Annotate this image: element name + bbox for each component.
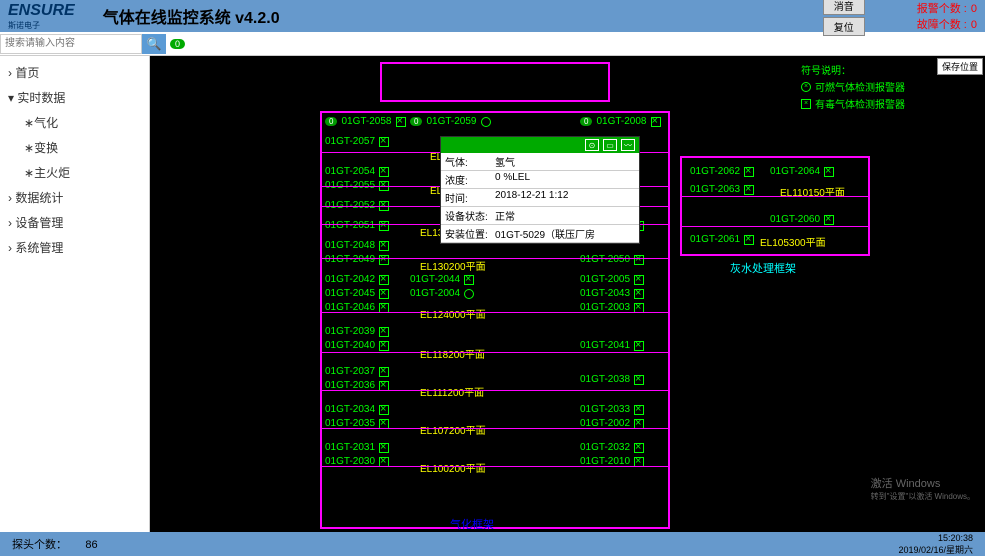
sensor-01GT-2063[interactable]: 01GT-2063	[690, 184, 754, 195]
save-position-button[interactable]: 保存位置	[937, 58, 983, 75]
level-label: EL118200平面	[420, 346, 485, 361]
divider	[320, 466, 670, 467]
windows-watermark: 激活 Windows 转到"设置"以激活 Windows。	[871, 475, 975, 502]
sensor-01GT-2040[interactable]: 01GT-2040	[325, 340, 389, 351]
sensor-01GT-2051[interactable]: 01GT-2051	[325, 220, 389, 231]
tooltip-row: 时间:2018-12-21 1:12	[441, 189, 639, 207]
sensor-01GT-2041[interactable]: 01GT-2041	[580, 340, 644, 351]
search-icon[interactable]: 🔍	[142, 34, 166, 54]
alarm-count: 0	[971, 3, 977, 15]
tooltip-btn3-icon[interactable]: 〰	[621, 139, 635, 151]
logo: ENSURE	[8, 2, 75, 20]
legend-title: 符号说明：	[801, 62, 905, 77]
nav-系统管理[interactable]: 系统管理	[0, 235, 149, 260]
sensor-01GT-2039[interactable]: 01GT-2039	[325, 326, 389, 337]
sensor-01GT-2054[interactable]: 01GT-2054	[325, 166, 389, 177]
sensor-01GT-2062[interactable]: 01GT-2062	[690, 166, 754, 177]
sensor-01GT-2060[interactable]: 01GT-2060	[770, 214, 834, 225]
clock-date: 2019/02/16/星期六	[898, 543, 973, 556]
sensor-01GT-2044[interactable]: 01GT-2044	[410, 274, 474, 285]
nav-设备管理[interactable]: 设备管理	[0, 210, 149, 235]
divider	[320, 258, 670, 259]
main-frame-label: 气化框架	[450, 516, 494, 532]
sensor-01GT-2058[interactable]: 001GT-2058	[325, 116, 406, 127]
nav-首页[interactable]: 首页	[0, 60, 149, 85]
sensor-01GT-2043[interactable]: 01GT-2043	[580, 288, 644, 299]
level-label: EL124000平面	[420, 306, 486, 321]
canvas: 保存位置 符号说明： ×可燃气体检测报警器 ×有毒气体检测报警器 气化框架 灰水…	[150, 56, 985, 532]
tooltip-row: 安装位置:01GT-5029（联压厂房	[441, 225, 639, 243]
tooltip-row: 浓度:0 %LEL	[441, 171, 639, 189]
legend: 符号说明： ×可燃气体检测报警器 ×有毒气体检测报警器	[801, 62, 905, 111]
level-label: EL105300平面	[760, 234, 826, 249]
reset-button[interactable]: 复位	[823, 17, 865, 36]
sensor-01GT-2050[interactable]: 01GT-2050	[580, 254, 644, 265]
level-label: EL100200平面	[420, 460, 486, 475]
level-label: EL111200平面	[420, 384, 484, 399]
sidebar: 首页实时数据气化变换主火炬数据统计设备管理系统管理	[0, 56, 150, 532]
sensor-01GT-2042[interactable]: 01GT-2042	[325, 274, 389, 285]
nav-数据统计[interactable]: 数据统计	[0, 185, 149, 210]
level-label: EL107200平面	[420, 422, 486, 437]
nav-气化[interactable]: 气化	[0, 110, 149, 135]
fault-label: 故障个数 :	[917, 19, 967, 31]
tooltip-btn2-icon[interactable]: ▭	[603, 139, 617, 151]
divider	[320, 428, 670, 429]
tooltip-btn1-icon[interactable]: ⊙	[585, 139, 599, 151]
sensor-01GT-2034[interactable]: 01GT-2034	[325, 404, 389, 415]
level-label: EL130200平面	[420, 258, 486, 273]
app-title: 气体在线监控系统 v4.2.0	[103, 4, 815, 28]
sensor-01GT-2032[interactable]: 01GT-2032	[580, 442, 644, 453]
divider	[320, 390, 670, 391]
sensor-01GT-2057[interactable]: 01GT-2057	[325, 136, 389, 147]
divider	[680, 196, 870, 197]
sensor-01GT-2064[interactable]: 01GT-2064	[770, 166, 834, 177]
alarm-label: 报警个数 :	[917, 3, 967, 15]
search-badge: 0	[170, 39, 185, 49]
sensor-01GT-2031[interactable]: 01GT-2031	[325, 442, 389, 453]
logo-sub: 斯诺电子	[8, 20, 75, 31]
divider	[320, 352, 670, 353]
fault-count: 0	[971, 19, 977, 31]
clock-time: 15:20:38	[898, 533, 973, 543]
nav-实时数据[interactable]: 实时数据	[0, 85, 149, 110]
side-frame-label: 灰水处理框架	[730, 260, 796, 276]
probe-count: 86	[85, 539, 97, 551]
tooltip-row: 设备状态:正常	[441, 207, 639, 225]
sensor-01GT-2049[interactable]: 01GT-2049	[325, 254, 389, 265]
tooltip-row: 气体:氢气	[441, 153, 639, 171]
sensor-01GT-2004[interactable]: 01GT-2004	[410, 288, 474, 299]
nav-变换[interactable]: 变换	[0, 135, 149, 160]
probe-label: 探头个数：	[12, 539, 67, 551]
sensor-01GT-2048[interactable]: 01GT-2048	[325, 240, 389, 251]
sensor-tooltip: ⊙ ▭ 〰 气体:氢气浓度:0 %LEL时间:2018-12-21 1:12设备…	[440, 136, 640, 244]
search-input[interactable]	[0, 34, 142, 54]
mute-button[interactable]: 消音	[823, 0, 865, 15]
sensor-01GT-2038[interactable]: 01GT-2038	[580, 374, 644, 385]
toxic-icon: ×	[801, 99, 811, 109]
sensor-01GT-2059[interactable]: 001GT-2059	[410, 116, 491, 127]
combustible-icon: ×	[801, 82, 811, 92]
divider	[680, 226, 870, 227]
sensor-01GT-2061[interactable]: 01GT-2061	[690, 234, 754, 245]
nav-主火炬[interactable]: 主火炬	[0, 160, 149, 185]
sensor-01GT-2045[interactable]: 01GT-2045	[325, 288, 389, 299]
frame-top	[380, 62, 610, 102]
sensor-01GT-2033[interactable]: 01GT-2033	[580, 404, 644, 415]
sensor-01GT-2037[interactable]: 01GT-2037	[325, 366, 389, 377]
sensor-01GT-2005[interactable]: 01GT-2005	[580, 274, 644, 285]
divider	[320, 312, 670, 313]
sensor-01GT-2008[interactable]: 001GT-2008	[580, 116, 661, 127]
